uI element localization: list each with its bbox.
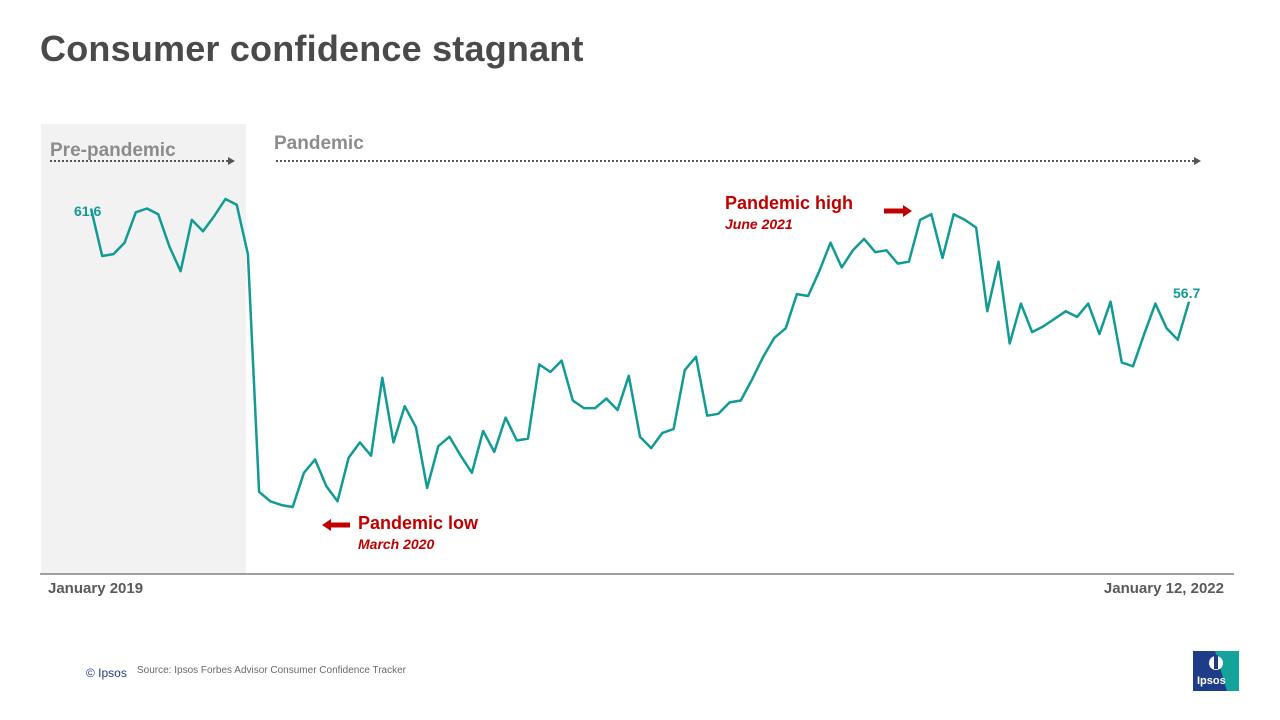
pre-pandemic-shading — [41, 124, 246, 574]
page-title: Consumer confidence stagnant — [40, 28, 584, 69]
x-axis-end-label: January 12, 2022 — [1103, 580, 1224, 597]
first-value-label: 61.6 — [74, 203, 102, 219]
pre-pandemic-arrow-line — [50, 160, 228, 162]
source-note: Source: Ipsos Forbes Advisor Consumer Co… — [137, 665, 407, 676]
x-axis-start-label: January 2019 — [48, 580, 144, 597]
pre-pandemic-label: Pre-pandemic — [50, 140, 176, 161]
arrow-right-icon — [884, 204, 912, 222]
ipsos-logo — [1193, 651, 1239, 691]
pandemic-arrow-head — [1194, 157, 1201, 165]
pandemic-label: Pandemic — [274, 133, 364, 154]
pandemic-low-annotation: Pandemic low March 2020 — [358, 513, 478, 552]
arrow-left-icon — [322, 518, 350, 536]
series-line — [89, 197, 1191, 509]
pre-pandemic-arrow-head — [228, 157, 235, 165]
copyright-text: © Ipsos — [86, 666, 127, 680]
pandemic-arrow-line — [276, 160, 1194, 162]
logo-text: Ipsos — [1197, 675, 1226, 687]
pandemic-high-date: June 2021 — [725, 216, 793, 232]
pandemic-high-title: Pandemic high — [725, 193, 854, 213]
pandemic-low-title: Pandemic low — [358, 513, 479, 533]
pandemic-high-annotation: Pandemic high June 2021 — [725, 193, 853, 232]
last-value-label: 56.7 — [1173, 285, 1201, 301]
pandemic-low-date: March 2020 — [358, 536, 435, 552]
